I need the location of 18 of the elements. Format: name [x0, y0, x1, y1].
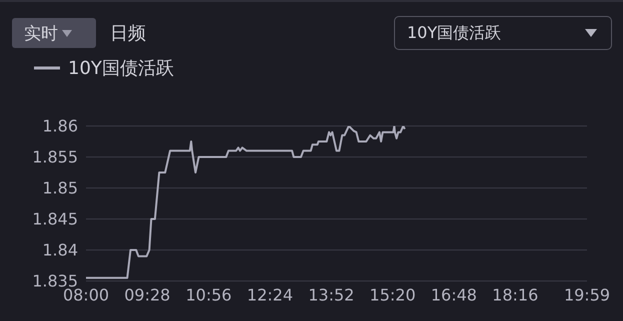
text: 实时: [24, 22, 58, 44]
x-tick-label: 13:52: [308, 285, 354, 304]
x-tick-label: 12:24: [246, 285, 294, 304]
y-tick-label: 1.84: [42, 240, 78, 260]
legend-label: 10Y国债活跃: [68, 57, 174, 80]
text: 10Y国债活跃: [407, 22, 502, 44]
y-tick-label: 1.85: [42, 178, 78, 198]
x-tick-label: 18:16: [492, 285, 538, 304]
y-tick-label: 1.86: [42, 116, 78, 136]
x-tick-label: 16:48: [430, 285, 477, 304]
x-tick-label: 10:56: [186, 285, 232, 304]
x-tick-label: 09:28: [124, 285, 170, 304]
x-tick-label: 19:59: [564, 285, 610, 304]
line-series: [86, 126, 406, 279]
x-tick-label: 15:20: [370, 285, 416, 304]
y-tick-label: 1.855: [32, 148, 78, 167]
y-tick-label: 1.845: [32, 210, 78, 229]
text: 日频: [110, 22, 146, 45]
